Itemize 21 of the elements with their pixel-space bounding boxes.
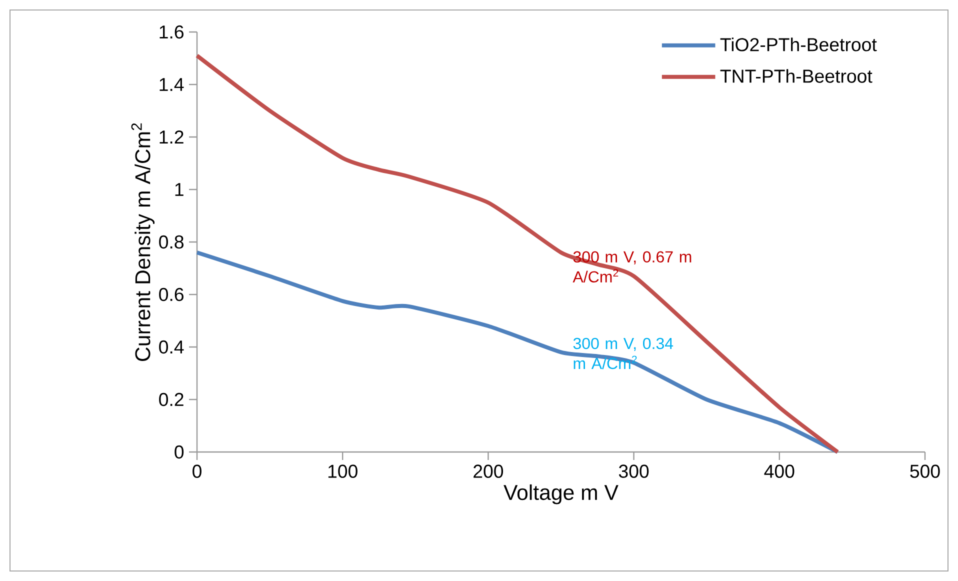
x-tick-label: 100 [328, 464, 358, 478]
x-tick-label: 0 [192, 464, 202, 478]
annotation: 300 m V, 0.67 m A/Cm$^{2}$ [572, 251, 692, 283]
x-tick-label: 200 [474, 464, 504, 478]
line-series [195, 250, 840, 454]
legend-label: TNT-PTh-Beetroot [720, 69, 872, 83]
x-tick-label: 500 [910, 464, 940, 478]
y-tick-label: 0.4 [159, 340, 184, 354]
y-tick-label: 0.2 [159, 392, 184, 406]
y-tick-label: 1.2 [160, 130, 184, 144]
y-tick-label: 0.6 [159, 288, 184, 302]
y-tick-label: 0.8 [159, 235, 184, 249]
x-tick-label: 400 [764, 464, 794, 478]
y-tick-label: 1.6 [160, 25, 184, 39]
y-tick-label: 1.4 [160, 78, 184, 91]
x-axis-title: Voltage m V [504, 484, 618, 504]
legend-label: TiO2-PTh-Beetroot [720, 38, 877, 52]
y-axis-title: Current Density m A/Cm$^{2}$ [131, 123, 155, 361]
y-tick-label: 1 [175, 183, 184, 196]
x-tick-label: 300 [618, 464, 649, 478]
y-tick-label: 0 [174, 445, 184, 459]
